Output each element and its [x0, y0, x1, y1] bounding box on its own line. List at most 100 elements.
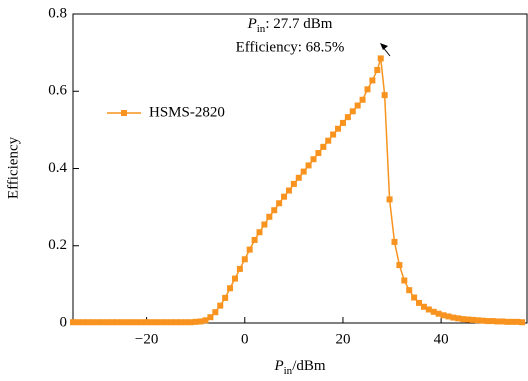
x-label-unit: /dBm: [292, 358, 326, 374]
marker: [271, 207, 278, 214]
marker: [489, 318, 496, 325]
x-axis-label: Pin/dBm: [273, 358, 325, 376]
marker: [369, 77, 376, 84]
marker: [325, 137, 332, 144]
marker: [406, 287, 413, 294]
marker: [320, 143, 327, 150]
marker: [479, 317, 486, 324]
marker: [470, 316, 477, 323]
marker: [143, 319, 150, 326]
marker: [74, 319, 81, 326]
marker: [465, 316, 472, 323]
marker: [158, 319, 165, 326]
marker: [494, 318, 501, 325]
marker: [435, 310, 442, 317]
marker: [261, 221, 268, 228]
marker: [212, 309, 219, 316]
marker: [109, 319, 116, 326]
marker: [251, 236, 258, 243]
marker: [315, 150, 322, 157]
marker: [359, 96, 366, 103]
annotation-arrowhead: [380, 43, 388, 50]
marker: [416, 299, 423, 306]
marker: [94, 319, 101, 326]
marker: [104, 319, 111, 326]
marker: [474, 317, 481, 324]
marker: [236, 265, 243, 272]
marker: [339, 119, 346, 126]
y-tick-label: 0.2: [48, 237, 67, 253]
marker: [222, 294, 229, 301]
y-tick-label: 0: [60, 314, 68, 330]
legend-label: HSMS-2820: [149, 104, 225, 120]
marker: [246, 246, 253, 253]
marker: [295, 174, 302, 181]
marker: [148, 319, 155, 326]
marker: [514, 318, 521, 325]
marker: [445, 313, 452, 320]
marker: [364, 86, 371, 93]
marker: [499, 318, 506, 325]
x-label-symbol: P: [273, 358, 283, 374]
marker: [440, 312, 447, 319]
x-label-subscript: in: [284, 365, 293, 377]
marker: [450, 314, 457, 321]
y-tick-label: 0.6: [48, 83, 67, 99]
marker: [381, 92, 388, 99]
marker: [256, 229, 263, 236]
marker: [163, 319, 170, 326]
marker: [276, 200, 283, 207]
x-tick-label: 40: [434, 331, 449, 347]
marker: [377, 55, 384, 62]
marker: [330, 131, 337, 138]
marker: [305, 162, 312, 169]
marker: [70, 319, 76, 326]
marker: [349, 108, 356, 115]
marker: [401, 277, 408, 284]
marker: [420, 303, 427, 310]
x-tick-label: 0: [241, 331, 249, 347]
annotation-subscript: in: [257, 23, 266, 35]
marker: [197, 318, 204, 325]
marker: [123, 319, 130, 326]
marker: [241, 256, 248, 263]
marker: [396, 262, 403, 269]
marker: [128, 319, 135, 326]
x-tick-label: 20: [335, 331, 350, 347]
marker: [455, 315, 462, 322]
y-tick-label: 0.4: [48, 160, 67, 176]
marker: [231, 275, 238, 282]
annotation-symbol: P: [247, 16, 257, 32]
marker: [391, 238, 398, 245]
marker: [89, 319, 96, 326]
series-line: [73, 58, 523, 323]
marker: [460, 316, 467, 323]
marker: [119, 319, 126, 326]
y-tick-label: 0.8: [48, 5, 67, 21]
marker: [79, 319, 86, 326]
marker: [182, 319, 189, 326]
marker: [484, 318, 491, 325]
marker: [281, 193, 288, 200]
annotation-text: : 27.7 dBm: [265, 16, 332, 32]
marker: [217, 302, 224, 309]
marker: [99, 319, 106, 326]
marker: [207, 314, 214, 321]
marker: [509, 318, 516, 325]
x-tick-label: −20: [135, 331, 158, 347]
marker: [187, 319, 194, 326]
marker: [300, 168, 307, 175]
marker: [504, 318, 511, 325]
marker: [84, 319, 91, 326]
marker: [386, 196, 393, 203]
legend-marker: [121, 110, 127, 116]
marker: [202, 317, 209, 324]
marker: [285, 187, 292, 194]
marker: [354, 102, 361, 109]
marker: [168, 319, 175, 326]
marker: [374, 67, 381, 74]
annotation-line2: Efficiency: 68.5%: [236, 39, 345, 55]
y-axis-label: Efficiency: [5, 136, 21, 199]
marker: [138, 319, 145, 326]
